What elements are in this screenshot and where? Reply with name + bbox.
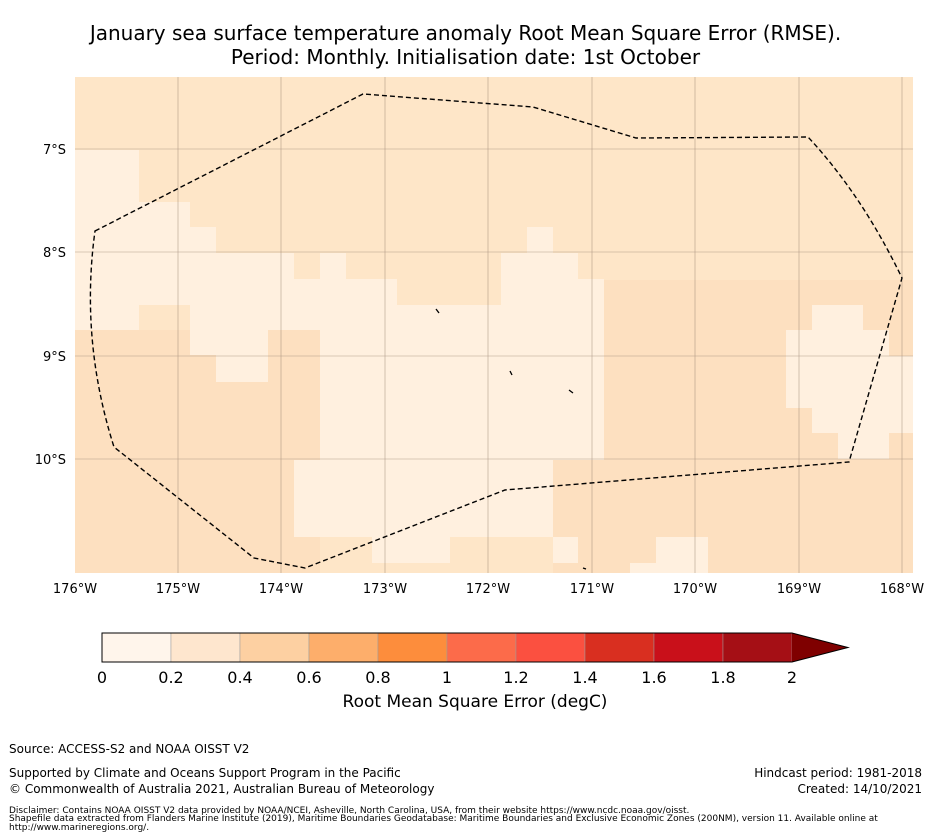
hindcast-period-text: Hindcast period: 1981-2018 — [754, 766, 922, 780]
colorbar-tick-label: 1.6 — [641, 668, 667, 687]
colorbar-swatch — [170, 632, 241, 663]
colorbar-tick-label: 0 — [96, 668, 108, 687]
colorbar-tick-label: 1.2 — [503, 668, 529, 687]
lon-label: 173°W — [363, 582, 407, 597]
map-title-line2: Period: Monthly. Initialisation date: 1s… — [230, 45, 701, 69]
lon-label: 168°W — [880, 582, 924, 597]
island-marks — [435, 308, 587, 570]
colorbar-extend-arrow — [792, 633, 848, 662]
lat-label: 10°S — [35, 453, 66, 468]
lat-label: 9°S — [43, 350, 66, 365]
colorbar-tick-label: 0.4 — [227, 668, 253, 687]
colorbar — [101, 632, 850, 663]
lat-label: 7°S — [43, 143, 66, 158]
colorbar-tick-label: 0.2 — [158, 668, 184, 687]
colorbar-tick-label: 0.6 — [296, 668, 322, 687]
disclaimer-line2: Shapefile data extracted from Flanders M… — [9, 814, 878, 824]
lon-label: 175°W — [156, 582, 200, 597]
lon-label: 172°W — [466, 582, 510, 597]
colorbar-tick-label: 1 — [441, 668, 453, 687]
lon-label: 170°W — [673, 582, 717, 597]
colorbar-swatch — [377, 632, 448, 663]
colorbar-tick-label: 1.4 — [572, 668, 598, 687]
longitude-labels: 176°W 175°W 174°W 173°W 172°W 171°W 170°W 169°W… — [53, 582, 924, 597]
colorbar-swatch — [515, 632, 586, 663]
colorbar-swatch — [239, 632, 310, 663]
lon-label: 171°W — [570, 582, 614, 597]
colorbar-swatch — [308, 632, 379, 663]
colorbar-swatch — [101, 632, 172, 663]
supported-text: Supported by Climate and Oceans Support … — [9, 766, 401, 780]
lon-label: 174°W — [259, 582, 303, 597]
colorbar-tick-label: 2 — [786, 668, 798, 687]
map-title-line1: January sea surface temperature anomaly … — [89, 21, 842, 45]
lon-label: 176°W — [53, 582, 97, 597]
disclaimer-line3: http://www.marineregions.org/. — [9, 823, 150, 833]
disclaimer-line1: Disclaimer: Contains NOAA OISST V2 data … — [9, 806, 690, 816]
source-text: Source: ACCESS-S2 and NOAA OISST V2 — [9, 742, 250, 756]
created-date-text: Created: 14/10/2021 — [797, 782, 922, 796]
copyright-text: © Commonwealth of Australia 2021, Austra… — [9, 782, 435, 796]
latitude-labels: 7°S 8°S 9°S 10°S — [35, 143, 66, 468]
colorbar-label: Root Mean Square Error (degC) — [342, 692, 608, 712]
colorbar-tick-label: 0.8 — [365, 668, 391, 687]
lat-label: 8°S — [43, 246, 66, 261]
colorbar-swatch — [653, 632, 724, 663]
colorbar-swatch — [584, 632, 655, 663]
gridlines — [75, 77, 913, 573]
colorbar-swatch — [446, 632, 517, 663]
colorbar-tick-label: 1.8 — [710, 668, 736, 687]
colorbar-outline — [101, 632, 850, 663]
colorbar-swatch — [722, 632, 793, 663]
eez-boundary — [89, 93, 903, 569]
lon-label: 169°W — [777, 582, 821, 597]
